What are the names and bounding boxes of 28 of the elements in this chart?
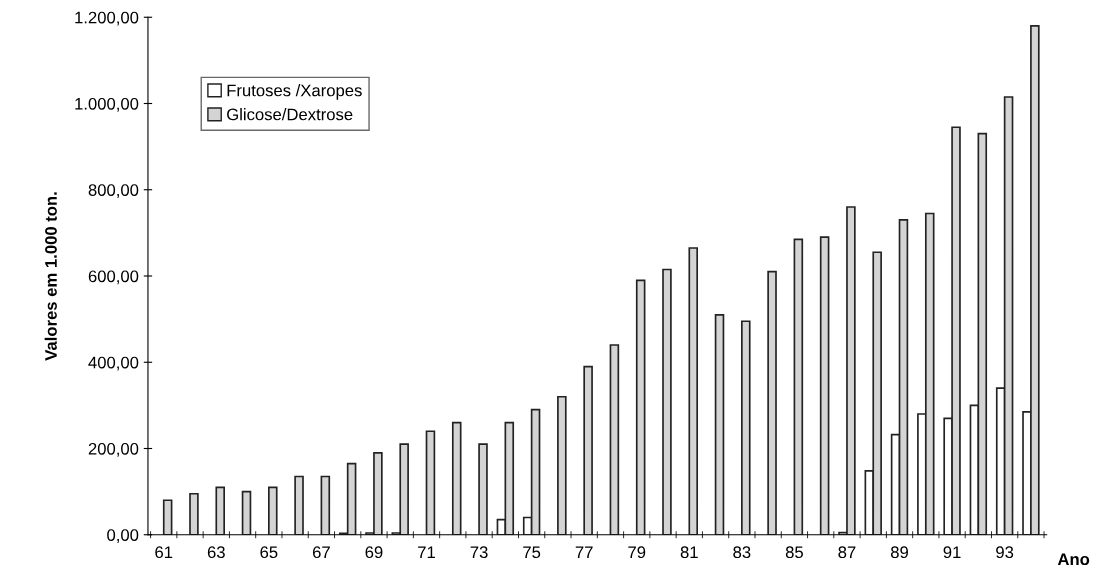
x-tick-label: 65: [260, 546, 278, 559]
x-tick-label: 77: [575, 546, 593, 558]
y-axis-title: Valores em 1.000 ton.: [44, 192, 57, 361]
y-tick-label: 800,00: [88, 184, 139, 198]
x-axis-title: Ano: [1057, 553, 1090, 566]
x-tick-label: 79: [628, 546, 646, 559]
x-tick-label: 61: [155, 546, 173, 559]
x-tick-label: 83: [733, 546, 751, 559]
y-tick-label: 600,00: [88, 270, 139, 285]
x-tick-label: 71: [418, 546, 435, 558]
y-tick-label: 200,00: [88, 442, 139, 457]
legend-label: Frutoses /Xaropes: [227, 84, 362, 100]
x-tick-label: 69: [365, 546, 383, 559]
x-tick-label: 91: [943, 546, 961, 559]
legend-label: Glicose/Dextrose: [227, 108, 353, 121]
y-tick-label: 1.200,00: [75, 11, 139, 26]
x-tick-label: 93: [996, 546, 1014, 559]
x-tick-label: 89: [890, 546, 908, 559]
y-tick-label: 1.000,00: [75, 97, 139, 112]
y-tick-label: 400,00: [88, 356, 139, 371]
x-tick-label: 81: [680, 546, 698, 559]
x-tick-label: 75: [523, 546, 541, 559]
x-tick-label: 63: [207, 546, 225, 559]
x-tick-label: 87: [838, 546, 856, 559]
x-tick-label: 85: [785, 546, 803, 559]
x-tick-label: 67: [312, 546, 330, 559]
x-tick-label: 73: [470, 546, 488, 559]
y-tick-label: 0,00: [107, 529, 139, 543]
